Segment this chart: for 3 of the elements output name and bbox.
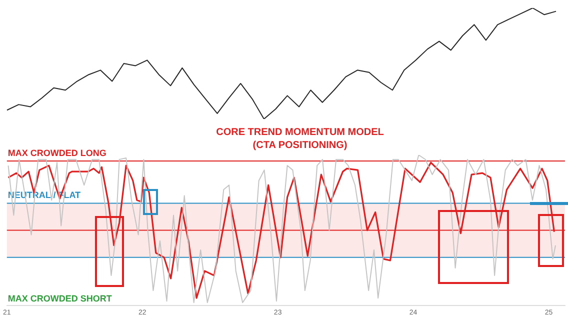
chart-title: CORE TREND MOMENTUM MODEL (CTA POSITIONING)	[216, 126, 384, 151]
ref-line-label: MAX CROWDED LONG	[8, 148, 106, 158]
annotation: MAX CROWDED SHORT	[8, 294, 112, 304]
